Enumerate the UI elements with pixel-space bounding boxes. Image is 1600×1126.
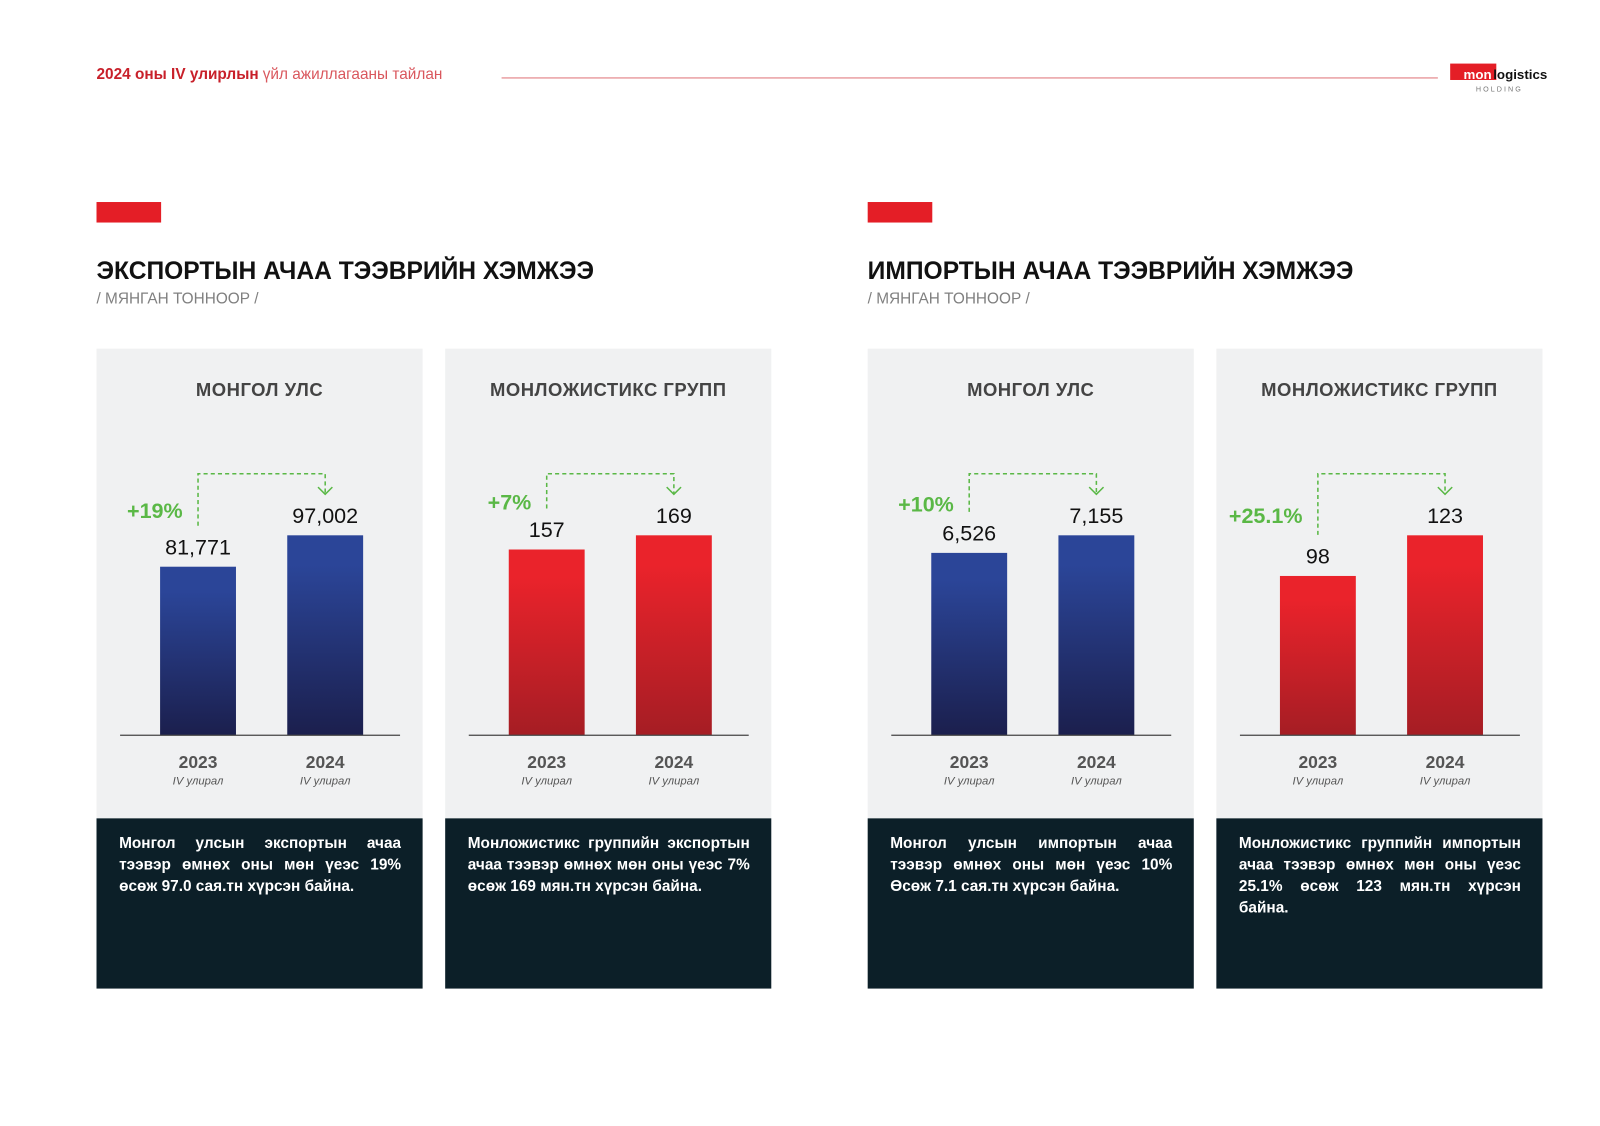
value-label: 123 — [1427, 504, 1463, 528]
logo-accent: logistics — [1493, 67, 1547, 82]
header-title-rest: үйл ажиллагааны тайлан — [263, 66, 443, 83]
chart-panel — [867, 348, 1194, 819]
x-tick-label: 2023 — [1298, 752, 1337, 772]
section-subtitle: / МЯНГАН ТОННООР / — [868, 291, 1031, 308]
chart-panel — [1216, 348, 1543, 819]
x-tick-label: 2023 — [527, 752, 566, 772]
header-title: 2024 оны IV улирлын үйл ажиллагааны тайла… — [97, 66, 443, 83]
growth-arrow — [1437, 486, 1453, 496]
x-tick-label: 2024 — [306, 752, 345, 772]
value-label: 157 — [529, 518, 565, 542]
description-box: Монложистикс группийн импортын ачаа тээв… — [1238, 834, 1521, 917]
description: Монложистикс группийн импортын ачаа тээв… — [1238, 834, 1521, 917]
value-label: 81,771 — [165, 535, 231, 559]
description-box: Монгол улсын импортын ачаа тээвэр өмнөх … — [890, 834, 1173, 896]
value-label: 169 — [656, 504, 692, 528]
x-tick-note: IV улирал — [944, 776, 995, 788]
chart-title: МОНЛОЖИСТИКС ГРУПП — [490, 379, 727, 400]
x-tick-note: IV улирал — [649, 776, 700, 788]
growth-bracket — [968, 473, 1098, 512]
bar — [931, 552, 1008, 736]
bar — [1407, 535, 1483, 736]
value-label: 97,002 — [292, 504, 358, 528]
chart-title: МОНГОЛ УЛС — [967, 379, 1094, 400]
description-panel — [867, 818, 1194, 989]
x-tick-note: IV улирал — [1293, 776, 1344, 788]
x-tick-note: IV улирал — [300, 776, 351, 788]
x-tick-label: 2023 — [179, 752, 218, 772]
header-title-bold: 2024 оны IV улирлын — [97, 66, 259, 83]
chart-panel — [445, 348, 772, 819]
logo-main: mon — [1463, 67, 1491, 82]
description-panel — [445, 818, 772, 989]
x-tick-label: 2023 — [950, 752, 989, 772]
growth-arrow — [666, 486, 682, 496]
chart-title: МОНГОЛ УЛС — [196, 379, 323, 400]
growth-bracket — [197, 473, 326, 526]
x-tick-note: IV улирал — [1071, 776, 1122, 788]
x-tick-note: IV улирал — [173, 776, 224, 788]
x-tick-note: IV улирал — [1420, 776, 1471, 788]
growth-label: +25.1% — [1229, 504, 1303, 528]
growth-bracket — [1317, 473, 1446, 535]
growth-label: +10% — [898, 492, 954, 516]
logo-box — [1450, 63, 1497, 80]
section-marker — [96, 202, 162, 223]
growth-bracket — [545, 473, 675, 509]
growth-arrow — [1088, 486, 1105, 496]
chart-panel — [96, 348, 423, 819]
logo-sub: HOLDING — [1476, 85, 1523, 93]
description: Монгол улсын экспортын ачаа тээвэр өмнөх… — [119, 834, 402, 896]
description: Монгол улсын импортын ачаа тээвэр өмнөх … — [890, 834, 1173, 896]
description-box: Монложистикс группийн экспортын ачаа тээ… — [467, 834, 750, 896]
x-tick-label: 2024 — [654, 752, 693, 772]
bar — [1279, 575, 1356, 736]
bar — [508, 549, 585, 736]
x-tick-label: 2024 — [1426, 752, 1465, 772]
growth-label: +7% — [488, 491, 532, 515]
value-label: 7,155 — [1069, 504, 1123, 528]
bar — [287, 535, 364, 736]
bar — [1058, 535, 1135, 736]
chart-title: МОНЛОЖИСТИКС ГРУПП — [1261, 379, 1498, 400]
x-tick-note: IV улирал — [521, 776, 572, 788]
bar — [635, 535, 712, 736]
description-panel — [1216, 818, 1543, 989]
section-marker — [867, 202, 933, 223]
growth-arrow — [317, 486, 333, 496]
section-title: ИМПОРТЫН АЧАА ТЭЭВРИЙН ХЭМЖЭЭ — [868, 257, 1354, 285]
x-tick-label: 2024 — [1077, 752, 1116, 772]
value-label: 6,526 — [942, 522, 996, 546]
description: Монложистикс группийн экспортын ачаа тээ… — [467, 834, 750, 896]
section-title: ЭКСПОРТЫН АЧАА ТЭЭВРИЙН ХЭМЖЭЭ — [97, 257, 595, 285]
section-subtitle: / МЯНГАН ТОННООР / — [97, 291, 260, 308]
description-box: Монгол улсын экспортын ачаа тээвэр өмнөх… — [119, 834, 402, 896]
value-label: 98 — [1306, 545, 1330, 569]
description-panel — [96, 818, 423, 989]
growth-label: +19% — [127, 499, 183, 523]
bar — [160, 566, 236, 736]
